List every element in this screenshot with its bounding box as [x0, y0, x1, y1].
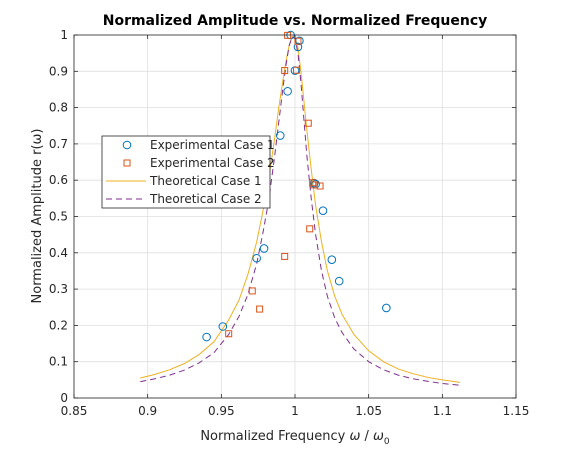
x-axis-label: Normalized Frequency ω / ω0	[200, 429, 390, 447]
experimental-case-1-point	[252, 253, 261, 263]
experimental-case-1-point	[293, 42, 303, 52]
y-tick-label: 0.9	[49, 64, 68, 78]
experimental-case-2-point	[309, 179, 317, 187]
y-tick-label: 0	[60, 391, 68, 405]
x-axis-label-mid: /	[360, 429, 373, 444]
experimental-case-2-point	[306, 225, 314, 233]
y-tick-label: 0.3	[49, 282, 68, 296]
chart-title: Normalized Amplitude vs. Normalized Freq…	[103, 13, 488, 29]
experimental-case-1-point	[334, 276, 344, 286]
x-tick-label: 1.05	[355, 404, 382, 418]
experimental-case-1-point	[202, 332, 211, 342]
legend: Experimental Case 1 Experimental Case 2 Th…	[101, 135, 275, 209]
legend-marker-experimental-case-1	[122, 140, 132, 150]
experimental-case-2-point	[304, 119, 312, 127]
x-tick-label: 1	[291, 404, 299, 418]
experimental-case-1-point	[382, 303, 391, 313]
tick-marks	[73, 34, 517, 399]
y-axis-label: Normalized Amplitude r(ω)	[30, 129, 45, 304]
legend-label-theoretical-case-2: Theoretical Case 2	[149, 192, 262, 206]
x-axis-label-omega: ω	[349, 429, 360, 444]
y-tick-label: 0.8	[49, 101, 68, 115]
legend-label-experimental-case-1: Experimental Case 1	[150, 138, 275, 152]
experimental-case-2-point	[248, 287, 256, 295]
experimental-case-2-point	[292, 66, 300, 74]
y-tick-label: 0.6	[49, 173, 68, 187]
x-tick-label: 1.1	[433, 404, 452, 418]
x-tick-label: 0.85	[61, 404, 88, 418]
experimental-case-2-point	[281, 252, 289, 260]
x-tick-label: 0.9	[138, 404, 157, 418]
x-axis-label-omega0: ω	[373, 429, 384, 444]
experimental-case-1-point	[218, 322, 228, 331]
experimental-case-2-point	[281, 67, 289, 75]
experimental-case-2-point	[294, 37, 302, 45]
x-tick-label: 1.15	[503, 404, 530, 418]
y-tick-label: 0.7	[49, 137, 68, 151]
tick-labels: 0.85 0.9 0.95 1 1.05 1.1 1.15 0 0.1 0.2 0.3 0.4 0.5 0…	[49, 28, 529, 418]
y-tick-label: 0.5	[49, 210, 68, 224]
experimental-case-1-point	[283, 86, 292, 96]
y-tick-label: 0.4	[49, 246, 68, 260]
legend-label-theoretical-case-1: Theoretical Case 1	[149, 174, 262, 188]
y-tick-label: 1	[60, 28, 68, 42]
experimental-case-2-point	[256, 305, 264, 313]
x-axis-label-subscript: 0	[384, 437, 390, 447]
legend-label-experimental-case-2: Experimental Case 2	[150, 156, 275, 170]
legend-marker-experimental-case-2	[123, 159, 131, 167]
experimental-case-2-point	[316, 182, 324, 190]
x-tick-label: 0.95	[208, 404, 235, 418]
experimental-case-1-point	[318, 206, 328, 215]
y-tick-label: 0.1	[49, 355, 68, 369]
experimental-case-1-point	[259, 244, 269, 253]
x-axis-label-main: Normalized Frequency	[200, 429, 349, 444]
experimental-case-1-point	[327, 255, 337, 264]
y-tick-label: 0.2	[49, 318, 68, 332]
experimental-case-1-point	[275, 131, 285, 140]
experimental-case-2-point	[225, 330, 233, 338]
